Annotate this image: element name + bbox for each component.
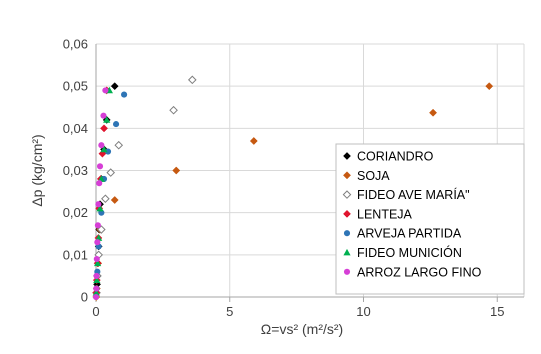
- data-point: [100, 112, 107, 119]
- legend-marker: [343, 152, 351, 160]
- y-tick-label: 0,02: [63, 205, 88, 220]
- y-tick-label: 0,05: [63, 79, 88, 94]
- data-point: [96, 180, 103, 187]
- data-point: [104, 148, 112, 155]
- y-tick-label: 0,01: [63, 247, 88, 262]
- data-point: [101, 194, 110, 204]
- data-point: [93, 255, 100, 263]
- legend-entry: ARVEJA PARTIDA: [343, 227, 462, 241]
- legend-entry: FIDEO AVE MARÍA": [342, 187, 470, 202]
- x-tick-label: 5: [226, 304, 233, 319]
- data-point: [92, 293, 100, 301]
- legend-marker: [343, 171, 351, 180]
- legend-label: LENTEJA: [357, 207, 413, 221]
- legend-entry: ARROZ LARGO FINO: [343, 265, 482, 279]
- legend-entry: SOJA: [343, 169, 390, 183]
- data-point: [96, 204, 104, 212]
- data-points: [92, 75, 494, 301]
- legend-label: FIDEO AVE MARÍA": [357, 187, 470, 202]
- legend-label: SOJA: [357, 169, 390, 183]
- legend-entry: CORIANDRO: [343, 150, 434, 164]
- data-point: [94, 239, 101, 246]
- series-7: [92, 87, 109, 301]
- legend-marker: [343, 248, 351, 256]
- data-point: [95, 201, 102, 208]
- y-tick-label: 0,04: [63, 121, 88, 136]
- legend: CORIANDRO SOJA FIDEO AVE MARÍA" LENTEJA ARVE…: [335, 143, 525, 295]
- legend-marker: [343, 209, 351, 218]
- legend-label: ARROZ LARGO FINO: [357, 265, 482, 279]
- legend-label: CORIANDRO: [357, 150, 434, 164]
- x-tick-label: 15: [490, 304, 504, 319]
- x-tick-label: 10: [356, 304, 370, 319]
- legend-marker: [343, 230, 351, 237]
- data-point: [92, 289, 100, 296]
- data-point: [121, 91, 128, 98]
- data-point: [97, 225, 106, 234]
- data-point: [93, 285, 100, 292]
- y-tick-label: 0: [81, 290, 88, 305]
- data-point: [102, 87, 109, 94]
- data-point: [429, 108, 438, 117]
- data-point: [100, 124, 108, 133]
- data-point: [94, 259, 102, 267]
- legend-marker: [343, 268, 351, 275]
- x-tick-label: 0: [92, 304, 99, 319]
- data-point: [106, 168, 116, 177]
- data-point: [98, 142, 105, 149]
- axis-titles: Ω=vs² (m²/s²) Δp (kg/cm²): [29, 134, 343, 337]
- data-point: [93, 276, 101, 284]
- data-point: [96, 163, 104, 170]
- data-point: [249, 137, 258, 145]
- data-point: [485, 82, 494, 91]
- data-point: [94, 222, 101, 229]
- data-point: [169, 105, 178, 115]
- data-point: [103, 116, 111, 123]
- x-axis-title: Ω=vs² (m²/s²): [261, 321, 343, 337]
- y-tick-label: 0,06: [63, 37, 88, 52]
- legend-marker: [342, 190, 352, 199]
- y-tick-label: 0,03: [63, 163, 88, 178]
- data-point: [110, 82, 119, 91]
- data-point: [113, 121, 120, 128]
- y-axis-title: Δp (kg/cm²): [29, 134, 45, 206]
- data-point: [114, 140, 124, 150]
- data-point: [172, 166, 181, 175]
- legend-box: [335, 143, 525, 295]
- data-point: [110, 196, 119, 204]
- data-point: [187, 75, 197, 85]
- data-point: [100, 145, 108, 153]
- tick-labels: 0 0,01 0,02 0,03 0,04 0,05 0,06 0 5 10 15: [63, 37, 505, 320]
- legend-entry: LENTEJA: [343, 207, 413, 221]
- legend-entry: FIDEO MUNICIÓN: [343, 245, 462, 260]
- legend-label: ARVEJA PARTIDA: [357, 227, 462, 241]
- legend-label: FIDEO MUNICIÓN: [357, 245, 462, 260]
- data-point: [98, 149, 107, 158]
- data-point: [93, 272, 100, 279]
